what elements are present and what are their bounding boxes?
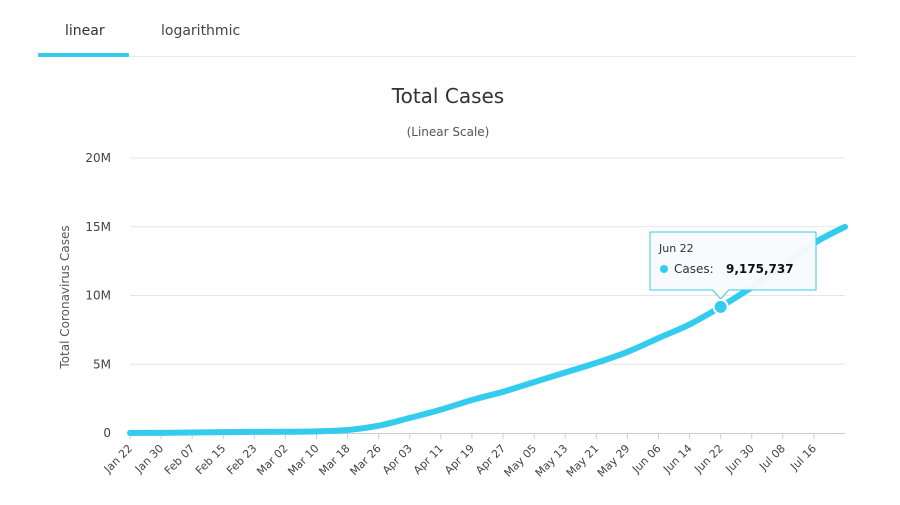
x-tick-label: Mar 02 bbox=[254, 442, 290, 478]
x-tick-label: Jun 30 bbox=[722, 442, 756, 476]
x-tick-label: May 13 bbox=[533, 442, 571, 480]
y-tick-label: 15M bbox=[85, 220, 111, 234]
scale-tabs: linear logarithmic bbox=[38, 0, 856, 57]
x-tick-label: Feb 15 bbox=[193, 442, 228, 477]
x-tick-label: Apr 11 bbox=[411, 442, 446, 477]
tooltip-series-label: Cases: bbox=[674, 262, 714, 276]
y-axis-ticks: 0 5M 10M 15M 20M bbox=[85, 151, 111, 440]
tooltip-series-bullet bbox=[660, 265, 668, 273]
tab-logarithmic[interactable]: logarithmic bbox=[161, 23, 241, 39]
x-tick-label: Mar 10 bbox=[285, 442, 321, 478]
x-tick-label: Jul 16 bbox=[787, 442, 819, 474]
tooltip: Jun 22 Cases: 9,175,737 bbox=[649, 231, 817, 300]
tooltip-box bbox=[649, 231, 817, 300]
x-tick-label: Jun 22 bbox=[691, 442, 725, 476]
x-tick-label: Apr 03 bbox=[380, 442, 415, 477]
chart-subtitle: (Linear Scale) bbox=[407, 125, 490, 139]
x-tick-label: Jun 14 bbox=[660, 442, 694, 476]
x-tick-label: Feb 07 bbox=[162, 442, 197, 477]
x-tick-label: Apr 19 bbox=[442, 442, 477, 477]
x-tick-label: Jul 08 bbox=[756, 442, 788, 474]
tooltip-date: Jun 22 bbox=[658, 242, 694, 255]
y-tick-label: 20M bbox=[85, 151, 111, 165]
x-tick-label: May 05 bbox=[502, 442, 540, 480]
x-tick-label: Mar 26 bbox=[348, 442, 384, 478]
y-tick-label: 0 bbox=[103, 426, 111, 440]
active-tab-indicator bbox=[38, 53, 129, 57]
x-tick-label: Feb 23 bbox=[224, 442, 259, 477]
x-tick-label: Jan 30 bbox=[132, 442, 166, 476]
tooltip-value: 9,175,737 bbox=[726, 262, 794, 276]
chart-title: Total Cases bbox=[391, 84, 504, 108]
y-tick-label: 10M bbox=[85, 289, 111, 303]
hover-point-marker[interactable] bbox=[712, 298, 729, 315]
grid-lines bbox=[130, 157, 845, 365]
tab-linear[interactable]: linear bbox=[65, 23, 105, 39]
x-tick-label: May 21 bbox=[564, 442, 602, 480]
x-tick-label: Mar 18 bbox=[316, 442, 352, 478]
x-tick-label: May 29 bbox=[595, 442, 633, 480]
y-axis-label: Total Coronavirus Cases bbox=[58, 225, 72, 369]
x-tick-label: Jan 22 bbox=[101, 442, 135, 476]
x-tick-label: Jun 06 bbox=[629, 442, 663, 476]
y-tick-label: 5M bbox=[93, 357, 111, 371]
